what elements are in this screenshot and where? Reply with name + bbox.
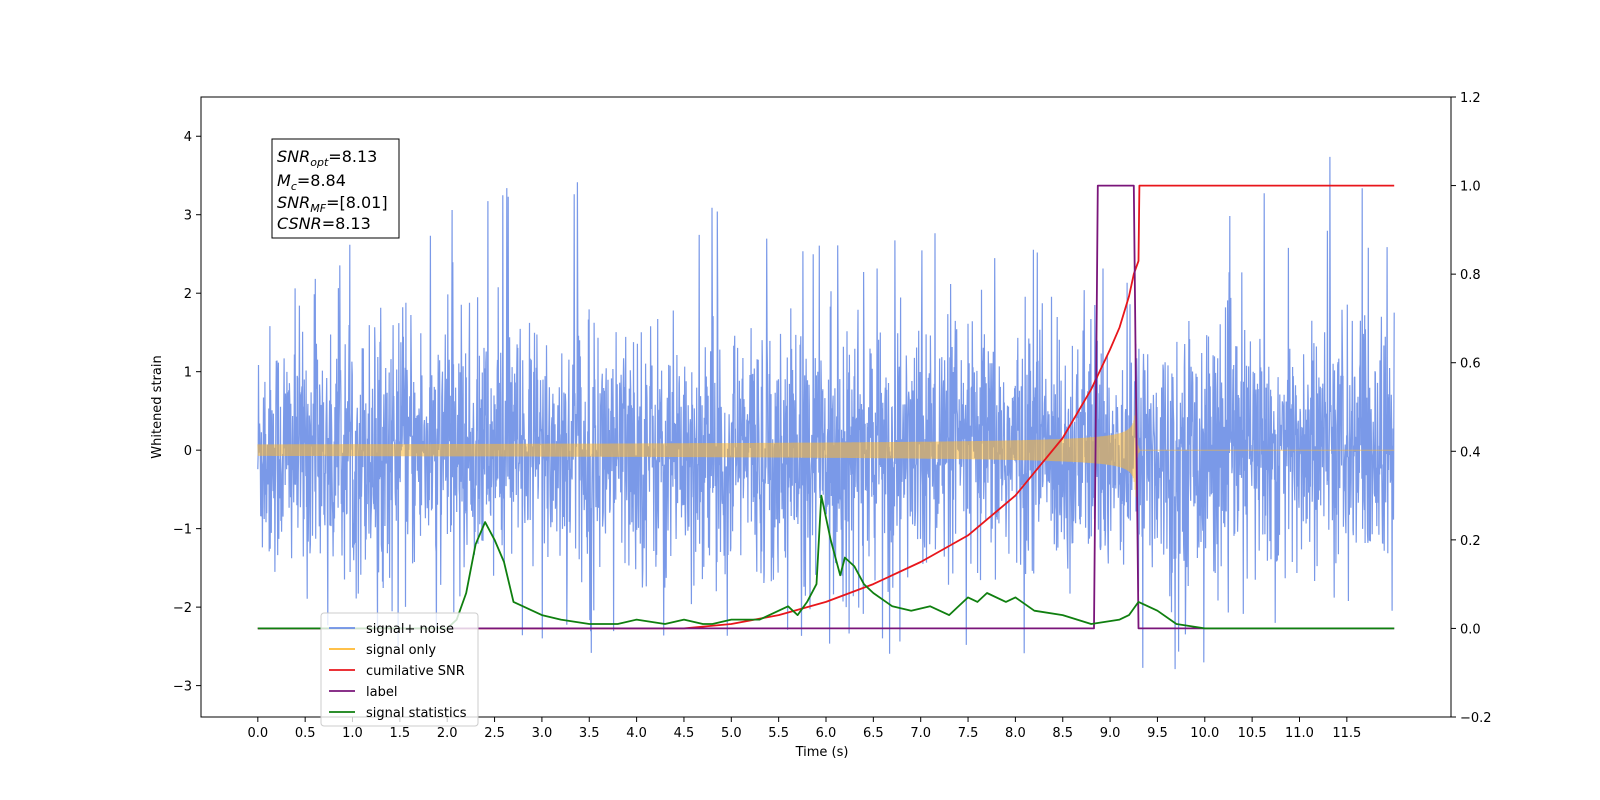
series-signal-only bbox=[257, 398, 1395, 497]
x-tick-label: 4.5 bbox=[674, 726, 695, 741]
y-tick-label: 3 bbox=[184, 209, 192, 224]
x-tick-label: 0.0 bbox=[247, 726, 268, 741]
y2-tick-label: 0.2 bbox=[1460, 534, 1481, 549]
series-signal-statistics bbox=[257, 494, 1395, 630]
annotation-frame bbox=[271, 138, 400, 239]
x-tick-label: 7.0 bbox=[910, 726, 931, 741]
legend-label-signal-statistics: signal statistics bbox=[366, 706, 467, 721]
x-tick-label: 8.0 bbox=[1005, 726, 1026, 741]
series-label bbox=[257, 184, 1395, 630]
annotation-csnr: CSNR=8.13 bbox=[277, 214, 371, 233]
x-tick-label: 2.0 bbox=[437, 726, 458, 741]
x-tick-label: 5.0 bbox=[721, 726, 742, 741]
x-tick-label: 11.0 bbox=[1285, 726, 1314, 741]
annotation-snr-opt: SNRopt=8.13 bbox=[277, 147, 377, 169]
y-tick-label: −2 bbox=[173, 601, 192, 616]
x-tick-label: 3.5 bbox=[579, 726, 600, 741]
x-tick-label: 11.5 bbox=[1332, 726, 1361, 741]
x-tick-label: 9.5 bbox=[1147, 726, 1168, 741]
y2-tick-label: 1.2 bbox=[1460, 91, 1481, 106]
x-tick-label: 5.5 bbox=[768, 726, 789, 741]
y2-tick-label: 0.6 bbox=[1460, 357, 1481, 372]
legend: signal+ noise signal only cumilative SNR la… bbox=[320, 612, 479, 727]
y2-tick-label: 1.0 bbox=[1460, 180, 1481, 195]
x-axis-label: Time (s) bbox=[795, 745, 849, 760]
y2-tick-label: 0.8 bbox=[1460, 268, 1481, 283]
x-tick-label: 9.0 bbox=[1100, 726, 1121, 741]
legend-label-label: label bbox=[366, 685, 397, 700]
x-tick-label: 10.0 bbox=[1190, 726, 1219, 741]
annotation-box: SNRopt=8.13 Mc=8.84 SNRMF=[8.01] CSNR=8.… bbox=[271, 138, 400, 239]
series-signal-noise bbox=[257, 156, 1395, 670]
x-tick-label: 1.5 bbox=[390, 726, 411, 741]
x-tick-label: 6.5 bbox=[863, 726, 884, 741]
series-cumilative-snr bbox=[257, 184, 1395, 630]
x-tick-label: 7.5 bbox=[958, 726, 979, 741]
legend-label-signal-noise: signal+ noise bbox=[366, 622, 454, 637]
y-tick-label: −3 bbox=[173, 680, 192, 695]
legend-label-cumilative-snr: cumilative SNR bbox=[366, 664, 465, 679]
legend-frame bbox=[320, 612, 479, 727]
y-tick-label: 4 bbox=[184, 130, 192, 145]
x-tick-label: 8.5 bbox=[1052, 726, 1073, 741]
y2-tick-label: −0.2 bbox=[1460, 711, 1492, 726]
x-tick-label: 3.0 bbox=[532, 726, 553, 741]
y-tick-label: −1 bbox=[173, 523, 192, 538]
x-tick-label: 10.5 bbox=[1238, 726, 1267, 741]
y2-tick-label: 0.0 bbox=[1460, 622, 1481, 637]
x-tick-label: 6.0 bbox=[816, 726, 837, 741]
y-axis-left: 4 3 2 1 0 −1 −2 −3 bbox=[173, 130, 201, 695]
y-axis-label: Whitened strain bbox=[150, 355, 165, 458]
series-layer bbox=[257, 156, 1395, 670]
legend-label-signal-only: signal only bbox=[366, 643, 436, 658]
annotation-snr-mf: SNRMF=[8.01] bbox=[277, 193, 388, 215]
y-tick-label: 2 bbox=[184, 287, 192, 302]
annotation-mc: Mc=8.84 bbox=[277, 171, 346, 193]
x-tick-label: 0.5 bbox=[295, 726, 316, 741]
y2-tick-label: 0.4 bbox=[1460, 445, 1481, 460]
y-axis-right: 1.2 1.0 0.8 0.6 0.4 0.2 0.0 −0.2 bbox=[1451, 91, 1492, 726]
x-axis: 0.0 0.5 1.0 1.5 2.0 2.5 3.0 3.5 4.0 4.5 5.0 5.5 6.0 6… bbox=[247, 717, 1361, 741]
x-tick-label: 2.5 bbox=[484, 726, 505, 741]
y-tick-label: 0 bbox=[184, 444, 192, 459]
x-tick-label: 1.0 bbox=[342, 726, 363, 741]
y-tick-label: 1 bbox=[184, 366, 192, 381]
x-tick-label: 4.0 bbox=[626, 726, 647, 741]
